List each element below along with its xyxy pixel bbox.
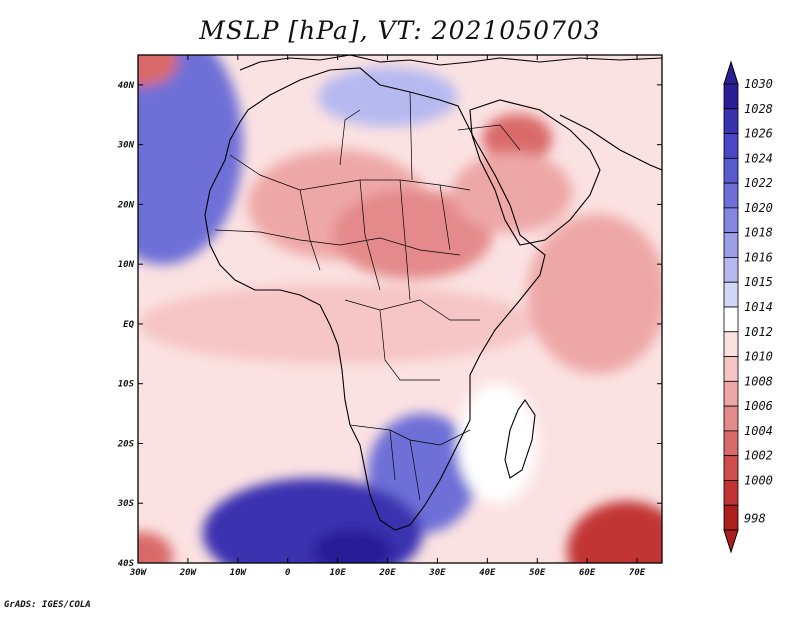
colorbar-swatch xyxy=(723,182,739,209)
colorbar-label: 1030 xyxy=(744,77,773,91)
colorbar-swatch xyxy=(723,480,739,506)
colorbar-label: 1006 xyxy=(744,399,773,413)
colorbar-label: 1015 xyxy=(744,275,773,289)
pressure-feature xyxy=(138,532,173,563)
y-tick-label: EQ xyxy=(123,320,134,330)
colorbar-label: 1000 xyxy=(744,473,773,487)
pressure-feature xyxy=(138,55,243,265)
x-tick-label: 20W xyxy=(179,568,198,578)
x-tick-label: 30E xyxy=(428,568,446,578)
colorbar-label: 1014 xyxy=(744,300,773,314)
colorbar-swatch xyxy=(723,83,739,110)
colorbar-label: 1010 xyxy=(744,350,773,364)
colorbar-swatch xyxy=(723,232,739,258)
pressure-feature xyxy=(138,55,178,86)
colorbar-label: 1012 xyxy=(744,325,773,339)
pressure-feature xyxy=(527,214,662,375)
colorbar-swatch xyxy=(723,207,739,234)
pressure-feature xyxy=(567,501,662,563)
pressure-feature xyxy=(482,113,553,164)
colorbar-label: 1008 xyxy=(744,374,773,388)
colorbar-label: 1016 xyxy=(744,250,773,264)
colorbar-label: 1020 xyxy=(744,201,773,215)
colorbar-swatch xyxy=(723,455,739,481)
colorbar-swatch xyxy=(723,356,739,382)
madagascar-coastline xyxy=(504,399,536,479)
plot-frame xyxy=(137,54,663,564)
colorbar-bottom-arrow xyxy=(723,529,739,554)
colorbar-swatch xyxy=(723,133,739,159)
pressure-feature xyxy=(317,66,458,127)
x-tick-label: 50E xyxy=(529,568,546,578)
colorbar-swatch xyxy=(723,430,739,457)
colorbar-label: 1002 xyxy=(744,449,773,463)
europe-coastline xyxy=(239,55,662,71)
grads-credit: GrADS: IGES/COLA xyxy=(4,600,91,610)
pressure-feature xyxy=(452,152,573,233)
colorbar-swatch xyxy=(723,306,739,333)
x-axis: 30W 20W 10W 0 10E 20E 30E 40E 50E 60E 70E xyxy=(129,55,646,578)
pressure-feature xyxy=(457,383,538,504)
x-tick-label: 40E xyxy=(479,568,496,578)
x-tick-label: 60E xyxy=(579,568,596,578)
y-axis: 40N 30N 20N 10N EQ 10S 20S 30S 40S xyxy=(117,81,662,569)
x-tick-label: 0 xyxy=(285,568,291,578)
colorbar-label: 1004 xyxy=(744,424,773,438)
y-tick-label: 30S xyxy=(117,499,135,509)
colorbar-top-arrow xyxy=(723,60,739,85)
y-tick-label: 10S xyxy=(118,380,135,390)
pressure-feature xyxy=(138,283,538,364)
africa-coastline xyxy=(204,67,546,531)
y-tick-label: 20S xyxy=(117,439,135,449)
x-tick-label: 10W xyxy=(230,568,248,578)
pressure-feature xyxy=(332,189,493,280)
pressure-feature xyxy=(312,529,393,563)
colorbar-swatch xyxy=(723,331,739,357)
country-borders xyxy=(214,91,521,501)
y-tick-label: 40N xyxy=(118,81,135,91)
colorbar-swatch xyxy=(723,108,739,134)
colorbar-swatch xyxy=(723,504,739,531)
x-tick-label: 20E xyxy=(378,568,396,578)
coastlines xyxy=(204,55,662,531)
colorbar-swatch xyxy=(723,405,739,432)
x-tick-label: 30W xyxy=(129,568,148,578)
colorbar-label: 998 xyxy=(744,512,766,526)
colorbar-label: 1026 xyxy=(744,127,773,141)
y-tick-label: 20N xyxy=(117,200,135,210)
iran-coastline xyxy=(559,114,662,171)
colorbar-swatch xyxy=(723,257,739,283)
pressure-field xyxy=(138,55,662,563)
arabia-coastline xyxy=(469,99,601,246)
x-tick-label: 70E xyxy=(629,568,646,578)
chart-title: MSLP [hPa], VT: 2021050703 xyxy=(199,16,601,45)
y-tick-label: 10N xyxy=(118,260,135,270)
y-tick-label: 40S xyxy=(118,559,135,569)
x-tick-label: 10E xyxy=(329,568,346,578)
colorbar-label: 1018 xyxy=(744,226,773,240)
colorbar-label: 1022 xyxy=(744,176,773,190)
colorbar: 1030 1028 1026 1024 1022 1020 1018 1016 1015 1014… xyxy=(723,60,773,554)
colorbar-label: 1028 xyxy=(744,102,773,116)
y-tick-label: 30N xyxy=(117,141,135,151)
colorbar-swatch xyxy=(723,157,739,184)
colorbar-swatch xyxy=(723,380,739,407)
colorbar-swatch xyxy=(723,281,739,308)
colorbar-label: 1024 xyxy=(744,151,773,165)
